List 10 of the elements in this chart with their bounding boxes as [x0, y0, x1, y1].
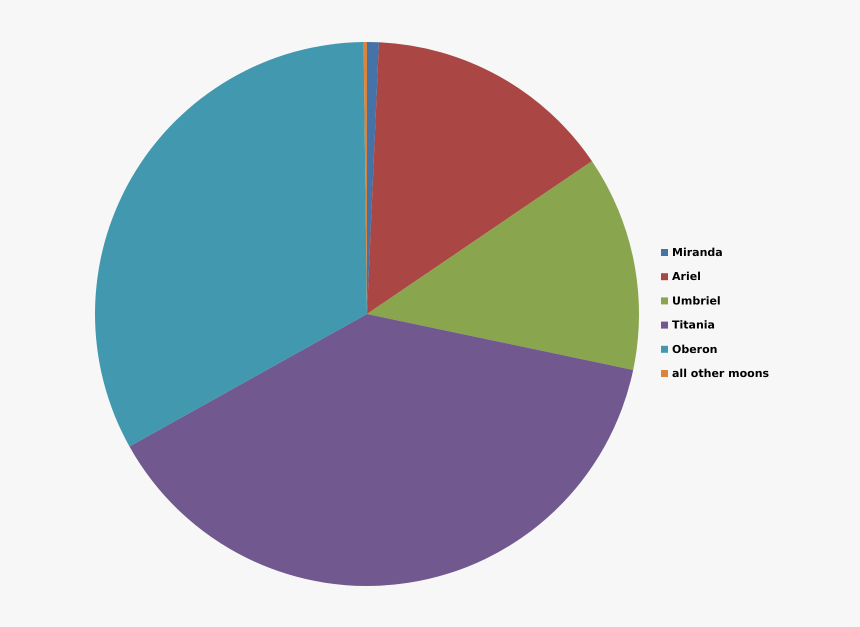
legend-label: all other moons [672, 367, 770, 380]
legend-label: Titania [672, 318, 715, 332]
pie-slice [367, 161, 639, 370]
legend-label: Miranda [672, 246, 723, 260]
legend-label: Oberon [672, 342, 718, 356]
legend-label: Umbriel [672, 294, 721, 308]
pie-slice [95, 42, 367, 447]
pie-slice [129, 314, 634, 586]
legend-label: Ariel [672, 270, 701, 284]
pie-slice [367, 42, 592, 314]
